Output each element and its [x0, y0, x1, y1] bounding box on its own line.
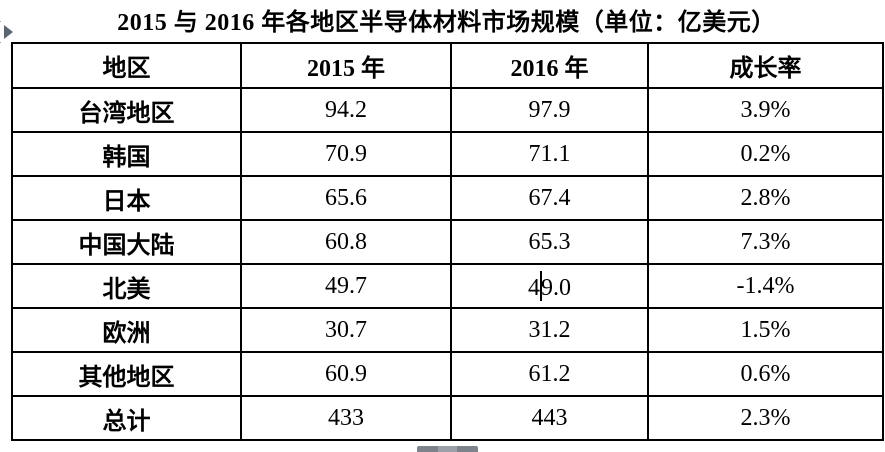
growth-cell[interactable]: 2.8%	[647, 175, 884, 221]
value-2016-before-caret: 4	[528, 274, 540, 301]
scrollbar-thumb-notch	[438, 446, 457, 452]
table-row: 北美 49.7 49.0 -1.4%	[11, 263, 884, 309]
region-cell[interactable]: 中国大陆	[11, 219, 242, 265]
table-move-handle-icon[interactable]	[0, 12, 14, 52]
value-2016-before-caret: 67.4	[528, 184, 571, 211]
growth-cell[interactable]: 3.9%	[647, 87, 884, 133]
column-header-growth[interactable]: 成长率	[647, 42, 884, 89]
value-2016-cell[interactable]: 65.3	[450, 219, 649, 265]
value-2016-cell[interactable]: 61.2	[450, 351, 649, 397]
horizontal-scrollbar-thumb[interactable]	[417, 446, 478, 452]
value-2016-cell[interactable]: 31.2	[450, 307, 649, 353]
value-2016-before-caret: 97.9	[528, 96, 571, 123]
region-cell[interactable]: 欧洲	[11, 307, 242, 353]
region-cell[interactable]: 总计	[11, 395, 242, 441]
region-cell[interactable]: 其他地区	[11, 351, 242, 397]
value-2015-cell[interactable]: 60.9	[240, 351, 452, 397]
value-2015-cell[interactable]: 49.7	[240, 263, 452, 309]
value-2016-before-caret: 71.1	[528, 140, 571, 167]
value-2016-cell[interactable]: 97.9	[450, 87, 649, 133]
value-2015-cell[interactable]: 30.7	[240, 307, 452, 353]
value-2016-before-caret: 443	[531, 404, 568, 431]
value-2016-before-caret: 61.2	[528, 360, 571, 387]
table-row: 韩国 70.9 71.1 0.2%	[11, 131, 884, 177]
growth-cell[interactable]: -1.4%	[647, 263, 884, 309]
table-row: 其他地区 60.9 61.2 0.6%	[11, 351, 884, 397]
growth-cell[interactable]: 2.3%	[647, 395, 884, 441]
table-row: 日本 65.6 67.4 2.8%	[11, 175, 884, 221]
table-header-row: 地区 2015 年 2016 年 成长率	[11, 42, 884, 89]
value-2015-cell[interactable]: 70.9	[240, 131, 452, 177]
region-cell[interactable]: 北美	[11, 263, 242, 309]
table-row: 台湾地区 94.2 97.9 3.9%	[11, 87, 884, 133]
value-2016-cell[interactable]: 71.1	[450, 131, 649, 177]
value-2015-cell[interactable]: 94.2	[240, 87, 452, 133]
value-2015-cell[interactable]: 433	[240, 395, 452, 441]
value-2016-after-caret: 9.0	[541, 274, 571, 301]
column-header-2015[interactable]: 2015 年	[240, 42, 452, 89]
value-2015-cell[interactable]: 60.8	[240, 219, 452, 265]
value-2016-cell[interactable]: 49.0	[450, 263, 649, 309]
value-2016-cell[interactable]: 443	[450, 395, 649, 441]
value-2016-before-caret: 65.3	[528, 228, 571, 255]
page-title[interactable]: 2015 与 2016 年各地区半导体材料市场规模（单位：亿美元）	[117, 10, 776, 36]
market-size-table: 地区 2015 年 2016 年 成长率 台湾地区 94.2 97.9 3.9%…	[11, 42, 884, 441]
column-header-region[interactable]: 地区	[11, 42, 242, 89]
column-header-2016[interactable]: 2016 年	[450, 42, 649, 89]
growth-cell[interactable]: 1.5%	[647, 307, 884, 353]
table-body: 台湾地区 94.2 97.9 3.9% 韩国 70.9 71.1 0.2% 日本…	[11, 87, 884, 441]
table-row: 总计 433 443 2.3%	[11, 395, 884, 441]
growth-cell[interactable]: 0.6%	[647, 351, 884, 397]
text-caret	[540, 270, 542, 301]
region-cell[interactable]: 台湾地区	[11, 87, 242, 133]
table-row: 欧洲 30.7 31.2 1.5%	[11, 307, 884, 353]
region-cell[interactable]: 日本	[11, 175, 242, 221]
value-2015-cell[interactable]: 65.6	[240, 175, 452, 221]
growth-cell[interactable]: 0.2%	[647, 131, 884, 177]
value-2016-cell[interactable]: 67.4	[450, 175, 649, 221]
table-row: 中国大陆 60.8 65.3 7.3%	[11, 219, 884, 265]
region-cell[interactable]: 韩国	[11, 131, 242, 177]
growth-cell[interactable]: 7.3%	[647, 219, 884, 265]
value-2016-before-caret: 31.2	[528, 316, 571, 343]
